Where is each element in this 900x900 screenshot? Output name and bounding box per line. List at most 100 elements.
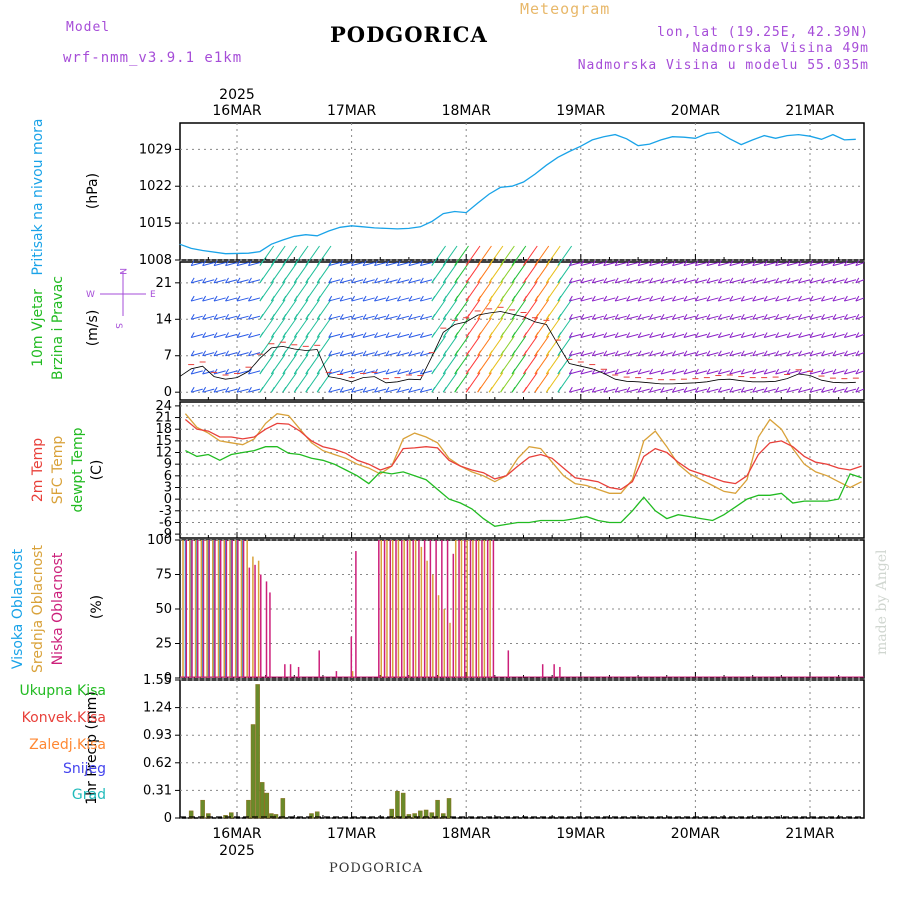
wind-barb-flag: [752, 332, 757, 338]
wind-barb: [569, 279, 582, 284]
wind-barb-flag: [763, 295, 768, 302]
wind-barb: [752, 262, 765, 267]
wind-barb: [752, 352, 765, 357]
wind-barb-flag: [614, 350, 619, 356]
wind-barb-flag: [270, 332, 275, 338]
wind-barb-flag: [752, 295, 757, 302]
wind-barb-flag: [248, 368, 252, 375]
wind-barb: [213, 352, 226, 357]
wind-barb: [844, 333, 857, 338]
wind-barb: [706, 297, 719, 302]
y-tick-label: -6: [159, 515, 172, 530]
wind-barb: [615, 279, 627, 284]
wind-barb-flag: [374, 260, 378, 266]
wind-barb-flag: [190, 350, 195, 356]
wind-barb: [855, 279, 865, 284]
wind-barb-flag: [603, 332, 608, 338]
wind-barb-flag: [763, 350, 768, 356]
wind-barb-flag: [843, 295, 848, 302]
page-title: PODGORICA: [330, 22, 488, 47]
wind-barb: [775, 262, 788, 267]
wind-barb: [408, 388, 421, 393]
wind-barb-flag: [843, 260, 848, 266]
wind-barb-flag: [419, 332, 424, 338]
wind-barb-flag: [477, 386, 482, 393]
wind-barb: [374, 279, 387, 284]
y-tick-label: 1015: [139, 216, 172, 231]
wind-barb: [615, 333, 627, 338]
wind-barb: [213, 315, 226, 320]
wind-barb: [786, 352, 799, 357]
precip-legend-item: Konvek.Kisa: [22, 710, 106, 726]
wind-barb-flag: [488, 350, 493, 356]
wind-barb-flag: [523, 332, 527, 338]
wind-barb: [626, 315, 639, 320]
wind-barb: [328, 262, 341, 267]
wind-barb-flag: [683, 277, 688, 284]
wind-barb: [855, 297, 865, 302]
wind-barb: [672, 333, 685, 338]
wind-barb-flag: [809, 277, 814, 284]
precip-bar: [446, 798, 452, 819]
wind-barb-flag: [614, 386, 619, 393]
wind-barb-flag: [568, 314, 573, 320]
wind-barb: [362, 352, 375, 357]
wind-barb: [191, 333, 203, 338]
wind-barb-flag: [717, 260, 722, 266]
bottom-date-axis: 16MAR 17MAR 18MAR 19MAR 20MAR 21MAR 2025: [212, 826, 834, 859]
wind-barb-flag: [248, 350, 252, 356]
wind-barb: [741, 279, 753, 284]
wind-barb-flag: [637, 295, 642, 302]
wind-barb-flag: [351, 386, 356, 393]
wind-barb-flag: [351, 260, 356, 266]
wind-barb: [592, 388, 604, 393]
wind-barb: [191, 297, 203, 302]
wind-barb: [236, 352, 249, 357]
wind-barb-flag: [339, 277, 344, 284]
wind-barb: [362, 279, 375, 284]
wind-gust-markers: [188, 306, 859, 381]
wind-barb-flag: [500, 368, 505, 375]
wind-barb: [374, 333, 387, 338]
wind-unit-label: (m/s): [85, 310, 101, 347]
wind-barb-flag: [328, 277, 333, 284]
wind-barb-flag: [431, 260, 436, 266]
wind-barb: [695, 262, 708, 267]
wind-barb-flag: [523, 260, 527, 266]
wind-barb-flag: [225, 350, 229, 356]
wind-barb-flag: [419, 350, 424, 356]
wind-barb: [798, 333, 811, 338]
wind-barb: [809, 388, 822, 393]
wind-barb: [603, 279, 616, 284]
bottom-date-label: 17MAR: [327, 826, 376, 842]
wind-barb: [580, 297, 593, 302]
wind-barb-flag: [190, 295, 195, 302]
wind-barb-flag: [557, 295, 562, 302]
y-tick-label: 0: [164, 671, 172, 686]
wind-barb: [374, 388, 387, 393]
top-date-label: 20MAR: [671, 103, 720, 119]
wind-barb: [202, 297, 215, 302]
wind-barb-flag: [649, 332, 653, 338]
wind-barb: [649, 297, 662, 302]
wind-barb-flag: [431, 368, 436, 375]
wind-barb: [683, 262, 696, 267]
wind-barb: [626, 297, 639, 302]
wind-barb-flag: [534, 386, 539, 393]
top-year-label: 2025: [219, 87, 255, 103]
wind-barb-flag: [557, 386, 562, 393]
wind-barb-flag: [362, 332, 367, 338]
wind-barb: [603, 297, 616, 302]
wind-barb: [798, 352, 811, 357]
wind-barb-flag: [419, 277, 424, 284]
wind-barb: [844, 370, 857, 375]
wind-barb: [832, 352, 845, 357]
y-tick-label: 3: [164, 480, 172, 495]
wind-barb: [408, 279, 421, 284]
wind-barb-flag: [580, 368, 585, 375]
wind-barb-flag: [408, 332, 413, 338]
wind-barb-flag: [225, 368, 229, 375]
wind-barb-flag: [752, 260, 757, 266]
model-name: wrf-nmm_v3.9.1 e1km: [63, 50, 243, 66]
